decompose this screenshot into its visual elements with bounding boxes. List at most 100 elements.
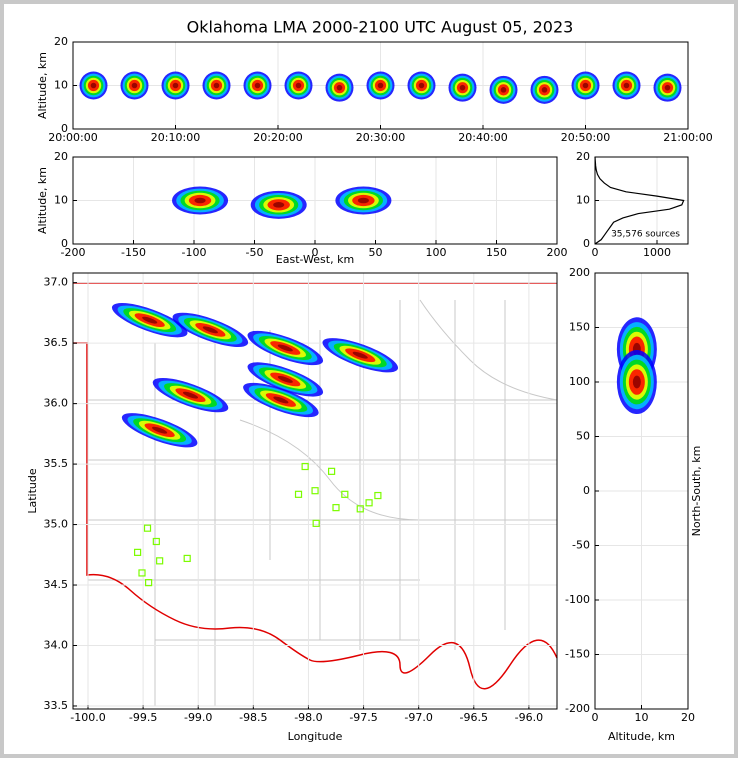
station: [356, 505, 364, 513]
density-cell: [277, 376, 293, 383]
x-tick-label: -97.5: [349, 711, 377, 724]
x-tick-label: 20:40:00: [458, 131, 507, 144]
x-tick-label: -100: [182, 246, 207, 259]
density-cell: [273, 202, 285, 208]
plot-frame: [72, 41, 689, 130]
x-tick-label: 20: [681, 711, 695, 724]
density-cell: [277, 344, 293, 352]
x-tick-label: 20:10:00: [151, 131, 200, 144]
x-tick-label: -98.0: [294, 711, 322, 724]
station: [145, 579, 153, 587]
y-tick-label: 0: [61, 122, 68, 135]
station: [374, 491, 382, 500]
x-tick-label: -99.0: [184, 711, 212, 724]
y-tick-label: 33.5: [44, 699, 69, 712]
y-tick-label: 200: [569, 266, 590, 279]
y-tick-label: 34.5: [44, 578, 69, 591]
plot-frame: [72, 156, 558, 245]
density-cell: [459, 84, 466, 91]
x-tick-label: 200: [547, 246, 568, 259]
x-tick-label: -200: [61, 246, 86, 259]
y-axis-label: Altitude, km: [36, 52, 49, 119]
density-cell: [182, 391, 199, 399]
x-tick-label: 20:20:00: [253, 131, 302, 144]
y-axis-label: Altitude, km: [36, 167, 49, 234]
density-cell: [213, 82, 220, 89]
x-axis-label: East-West, km: [276, 253, 354, 266]
y-tick-label: 0: [61, 237, 68, 250]
y-tick-label: 50: [576, 430, 590, 443]
density-cell: [131, 82, 138, 89]
station: [152, 537, 160, 546]
plot-frame: [594, 272, 689, 710]
density-cell: [90, 82, 97, 89]
density-cell: [273, 396, 289, 404]
x-tick-label: -97.0: [404, 711, 432, 724]
y-tick-label: 0: [583, 484, 590, 497]
y-tick-label: 10: [576, 194, 590, 207]
density-cell: [152, 426, 168, 434]
x-tick-label: 50: [369, 246, 383, 259]
x-tick-label: -50: [246, 246, 264, 259]
density-cell: [357, 197, 369, 204]
station: [138, 569, 146, 577]
y-tick-label: -50: [572, 539, 590, 552]
x-tick-label: 20:30:00: [356, 131, 405, 144]
density-cell: [377, 82, 384, 89]
x-tick-label: 20:00:00: [48, 131, 97, 144]
density-cell: [254, 82, 261, 89]
station: [133, 548, 142, 556]
annotation: 35,576 sources: [611, 230, 680, 240]
x-tick-label: 10: [635, 711, 649, 724]
station: [365, 499, 373, 507]
y-tick-label: 20: [576, 150, 590, 163]
density-cell: [202, 326, 218, 334]
y-axis-label: Latitude: [26, 468, 39, 514]
figure-title: Oklahoma LMA 2000-2100 UTC August 05, 20…: [187, 18, 574, 37]
y-tick-label: -150: [565, 648, 590, 661]
x-tick-label: -96.5: [460, 711, 488, 724]
x-tick-label: 100: [426, 246, 447, 259]
x-tick-label: -99.5: [129, 711, 157, 724]
plot-frame: [594, 156, 689, 245]
x-axis-label: Altitude, km: [608, 730, 675, 743]
x-tick-label: -96.0: [515, 711, 543, 724]
x-tick-label: 150: [486, 246, 507, 259]
y-tick-label: -100: [565, 593, 590, 606]
x-tick-label: 1000: [643, 246, 671, 259]
y-tick-label: 10: [54, 79, 68, 92]
y-tick-label: 34.0: [44, 639, 69, 652]
station: [183, 554, 191, 563]
density-cell: [500, 87, 507, 93]
y-tick-label: 20: [54, 150, 68, 163]
x-axis-label: Longitude: [288, 730, 343, 743]
y-tick-label: 35.5: [44, 457, 69, 470]
density-cell: [623, 82, 630, 89]
density-cell: [194, 197, 206, 204]
y-tick-label: 35.0: [44, 518, 69, 531]
station: [294, 490, 303, 498]
y-tick-label: 20: [54, 35, 68, 48]
density-cell: [582, 82, 589, 89]
density-cell: [352, 351, 368, 359]
x-tick-label: 21:00:00: [663, 131, 712, 144]
y-tick-label: 36.0: [44, 397, 69, 410]
x-tick-label: 0: [592, 246, 599, 259]
y-tick-label: 100: [569, 375, 590, 388]
altitude-profile: [594, 156, 685, 245]
y-tick-label: 150: [569, 321, 590, 334]
station: [143, 524, 152, 532]
y-tick-label: 10: [54, 194, 68, 207]
density-cell: [172, 82, 179, 89]
x-tick-label: 0: [592, 711, 599, 724]
x-tick-label: 0: [312, 246, 319, 259]
station: [341, 490, 349, 498]
x-tick-label: 20:50:00: [561, 131, 610, 144]
plot-frame: [72, 272, 558, 710]
density-cell: [142, 316, 158, 324]
y-tick-label: 36.5: [44, 336, 69, 349]
x-tick-label: -100.0: [70, 711, 105, 724]
density-cell: [418, 82, 425, 89]
y-tick-label: 37.0: [44, 276, 69, 289]
